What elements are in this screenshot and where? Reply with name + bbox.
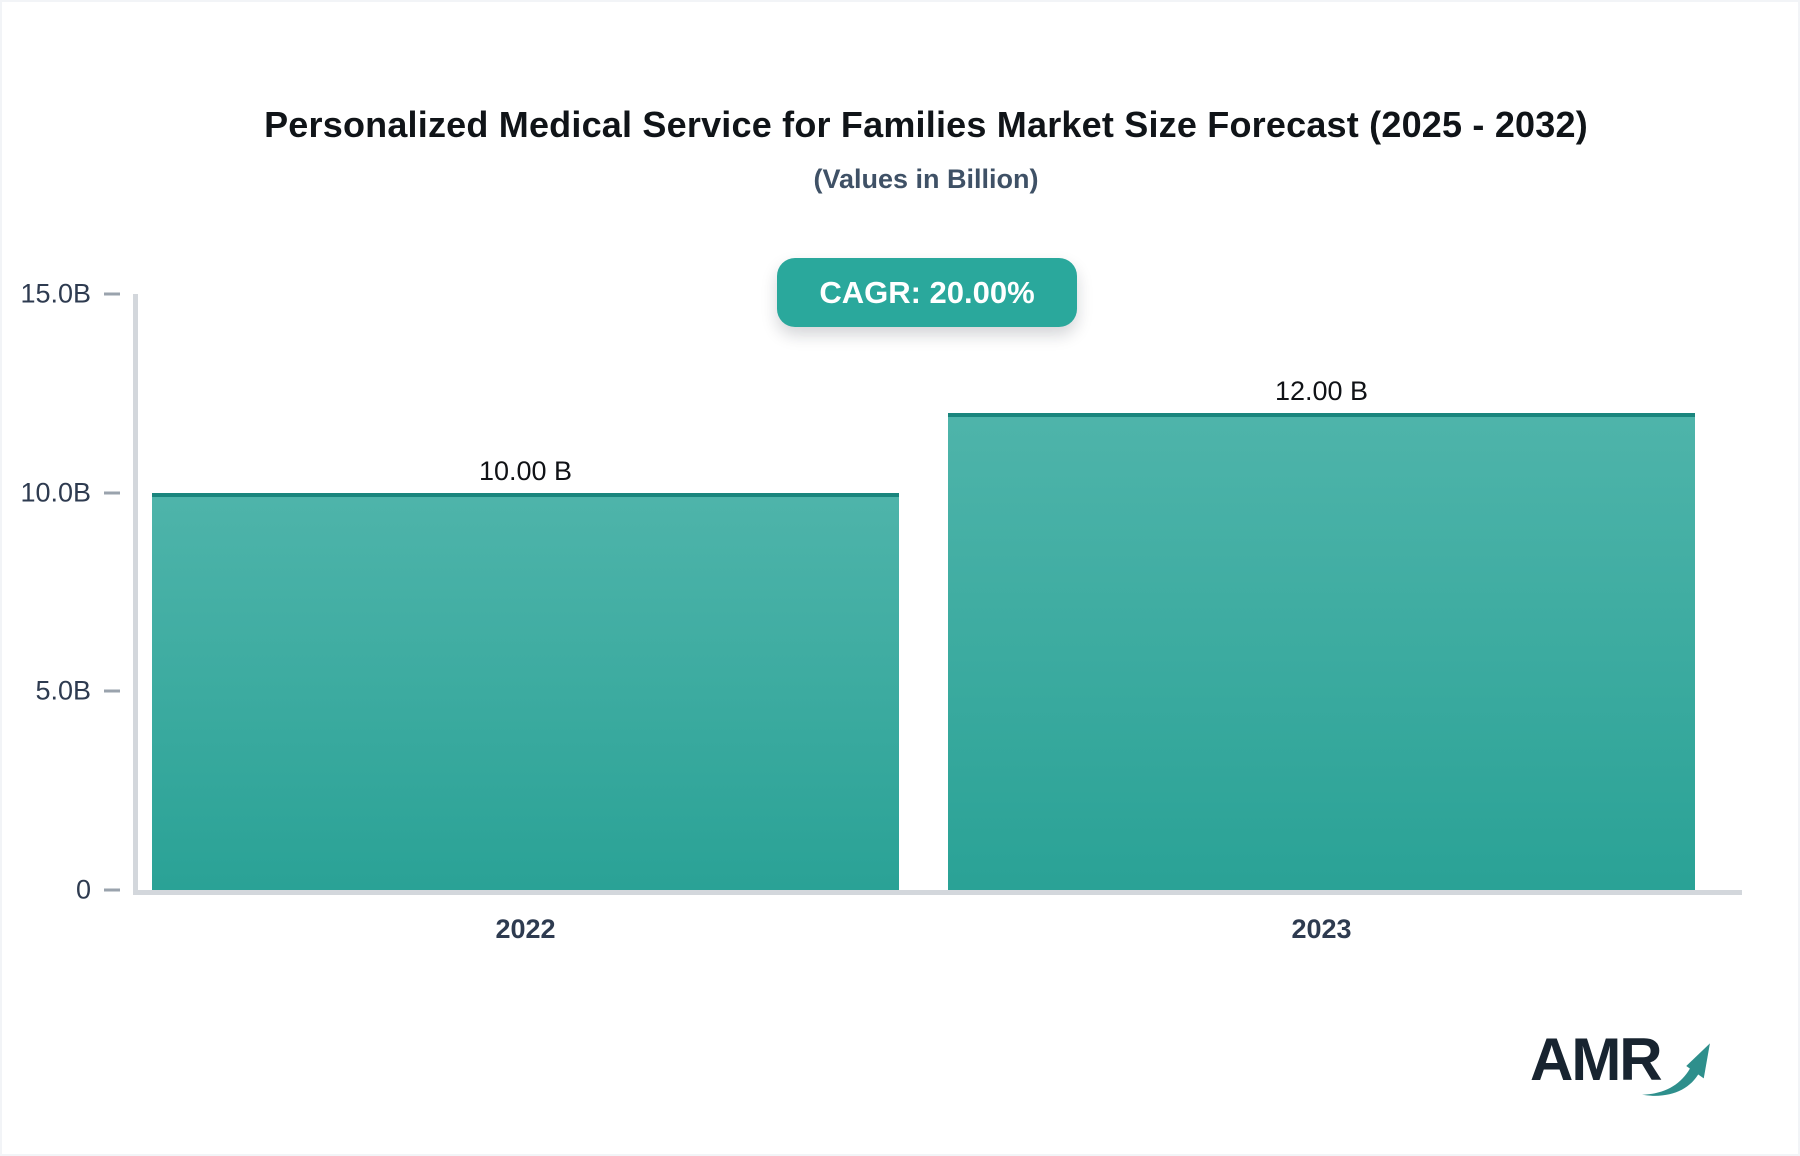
chart-subtitle: (Values in Billion) (813, 164, 1039, 194)
y-tick-dash-icon (104, 491, 120, 495)
bar-value-label: 10.00 B (478, 456, 573, 486)
bar-2023: 12.00 B 2023 (948, 376, 1695, 944)
cagr-badge: CAGR: 20.00% (777, 258, 1077, 327)
page-title: Personalized Medical Service for Familie… (264, 104, 1588, 145)
x-axis-label-2022: 2022 (495, 914, 556, 944)
y-tick-dash-icon (104, 689, 120, 693)
brand-logo-text: AMR (1530, 1026, 1663, 1093)
bar-value-label: 12.00 B (1274, 376, 1369, 406)
y-tick: 0 (2, 875, 120, 906)
growth-arrow-icon (1641, 1043, 1710, 1096)
y-tick: 5.0B (2, 676, 120, 707)
brand-logo: AMR (1530, 1030, 1713, 1098)
x-axis-label-2023: 2023 (1291, 914, 1352, 944)
y-axis: 15.0B 10.0B 5.0B 0 (2, 279, 133, 905)
y-tick-label: 10.0B (20, 477, 91, 508)
y-tick: 10.0B (2, 478, 120, 509)
y-tick-dash-icon (104, 292, 120, 296)
y-tick-label: 0 (75, 874, 91, 905)
cagr-badge-label: CAGR: 20.00% (819, 274, 1035, 310)
y-tick-dash-icon (104, 888, 120, 892)
bar-2022: 10.00 B 2022 (152, 456, 899, 944)
y-tick-label: 15.0B (20, 278, 91, 309)
y-tick: 15.0B (2, 279, 120, 310)
plot-area: 10.00 B 2022 12.00 B 2023 (133, 294, 1742, 944)
y-tick-label: 5.0B (35, 675, 91, 706)
